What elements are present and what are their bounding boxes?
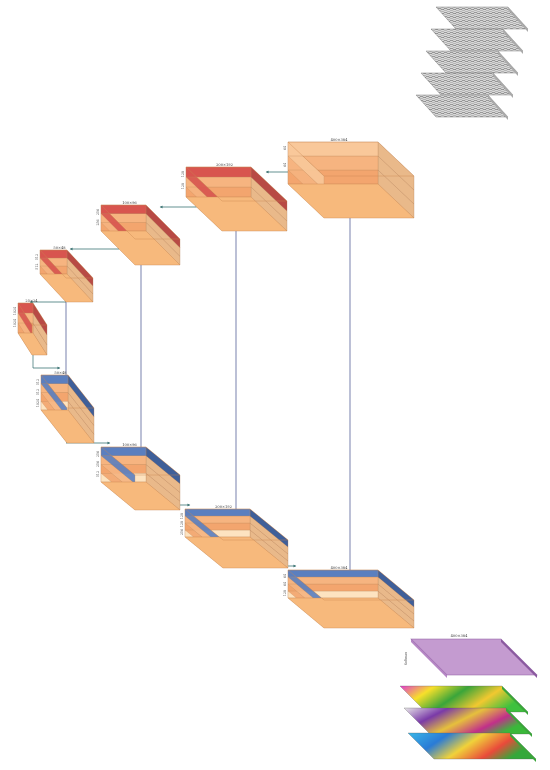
block-channel-label: 512 (35, 264, 39, 270)
seismic-section-image (435, 6, 529, 30)
block-top-outline (39, 249, 94, 279)
block-enc2: 200×192 128 128 (181, 163, 288, 232)
block-base-face (287, 597, 415, 629)
block-dimension-label: 50×48 (53, 246, 66, 250)
block-base-face (39, 273, 94, 303)
block-top-outline (184, 508, 289, 541)
output-section: 400×384 Softmax (399, 634, 538, 762)
block-channel-label: 64 (283, 574, 287, 578)
layer-band (100, 204, 147, 214)
layer-band (287, 569, 379, 578)
block-dimension-label: 400×384 (331, 566, 348, 570)
block-dimension-label: 25×24 (25, 299, 38, 303)
block-channel-label: 512 (36, 379, 40, 385)
block-channel-label: 64 (283, 582, 287, 586)
image-edge (488, 95, 508, 120)
softmax-dimension-label: 400×384 (451, 634, 468, 638)
block-base-face (17, 332, 48, 356)
image-edge (502, 686, 528, 715)
block-top-outline (40, 374, 95, 409)
image-edge (503, 29, 523, 54)
block-channel-label: 128 (283, 590, 287, 596)
block-channel-label: 128 (181, 183, 185, 189)
block-base-face (100, 481, 181, 511)
block-base-face (184, 536, 289, 569)
block-top-outline (287, 569, 415, 601)
block-channel-label: 128 (180, 513, 184, 519)
block-channel-label: 256 (96, 461, 100, 467)
block-top-outline (185, 166, 288, 202)
layer-band (184, 508, 251, 517)
block-dimension-label: 200×192 (215, 505, 232, 509)
block-dec4: 50×48 512 512 1024 (36, 371, 95, 444)
layer-band (17, 302, 34, 314)
input-images (415, 6, 529, 120)
layer-band (39, 249, 68, 259)
network-blocks: 400×384 64 64 200×192 128 128 100×96 256 256 50×4… (13, 138, 415, 629)
image-edge (506, 708, 532, 737)
block-base-face (287, 183, 415, 219)
layer-band (100, 446, 147, 456)
layer-band (185, 166, 252, 178)
block-dimension-label: 50×48 (54, 371, 67, 375)
block-channel-label: 64 (283, 146, 287, 150)
seismic-section-image (430, 28, 524, 52)
image-edge (510, 733, 536, 762)
block-dimension-label: 400×384 (331, 138, 348, 142)
block-dimension-label: 200×192 (216, 163, 233, 167)
block-channel-label: 1024 (13, 319, 17, 327)
block-top-outline (100, 204, 181, 240)
block-enc4: 50×48 512 512 (35, 246, 94, 303)
softmax-edge (411, 639, 447, 678)
block-enc1: 400×384 64 64 (283, 138, 415, 219)
image-edge (493, 73, 513, 98)
block-enc3: 100×96 256 256 (96, 201, 181, 266)
block-base-face (100, 230, 181, 266)
block-channel-label: 256 (96, 219, 100, 225)
block-dimension-label: 100×96 (122, 443, 137, 447)
block-dec3: 100×96 256 256 512 (96, 443, 181, 511)
softmax-label: Softmax (404, 652, 408, 665)
seismic-section-image (420, 72, 514, 96)
block-channel-label: 1024 (13, 307, 17, 315)
block-channel-label: 512 (36, 389, 40, 395)
block-dimension-label: 100×96 (122, 201, 137, 205)
block-channel-label: 512 (96, 471, 100, 477)
seismic-section-image (415, 94, 509, 118)
block-channel-label: 128 (180, 521, 184, 527)
block-channel-label: 256 (96, 209, 100, 215)
seismic-section-image (425, 50, 519, 74)
block-bottleneck: 25×24 1024 1024 (13, 299, 48, 356)
block-channel-label: 128 (181, 171, 185, 177)
block-channel-label: 256 (180, 529, 184, 535)
block-top-outline (17, 302, 48, 326)
block-dec1: 400×384 64 64 128 (283, 566, 415, 629)
image-edge (508, 7, 528, 32)
block-channel-label: 512 (35, 254, 39, 260)
layer-band (287, 141, 379, 157)
block-top-outline (100, 446, 181, 476)
block-base-face (40, 409, 95, 444)
image-edge (498, 51, 518, 76)
block-channel-label: 1024 (36, 399, 40, 407)
block-dec2: 200×192 128 128 256 (180, 505, 289, 569)
block-top-outline (287, 141, 415, 177)
block-channel-label: 64 (283, 163, 287, 167)
colored-facies-map-image (407, 732, 537, 760)
block-channel-label: 256 (96, 451, 100, 457)
layer-band (40, 374, 69, 384)
block-base-face (185, 196, 288, 232)
softmax-edge (501, 639, 537, 678)
